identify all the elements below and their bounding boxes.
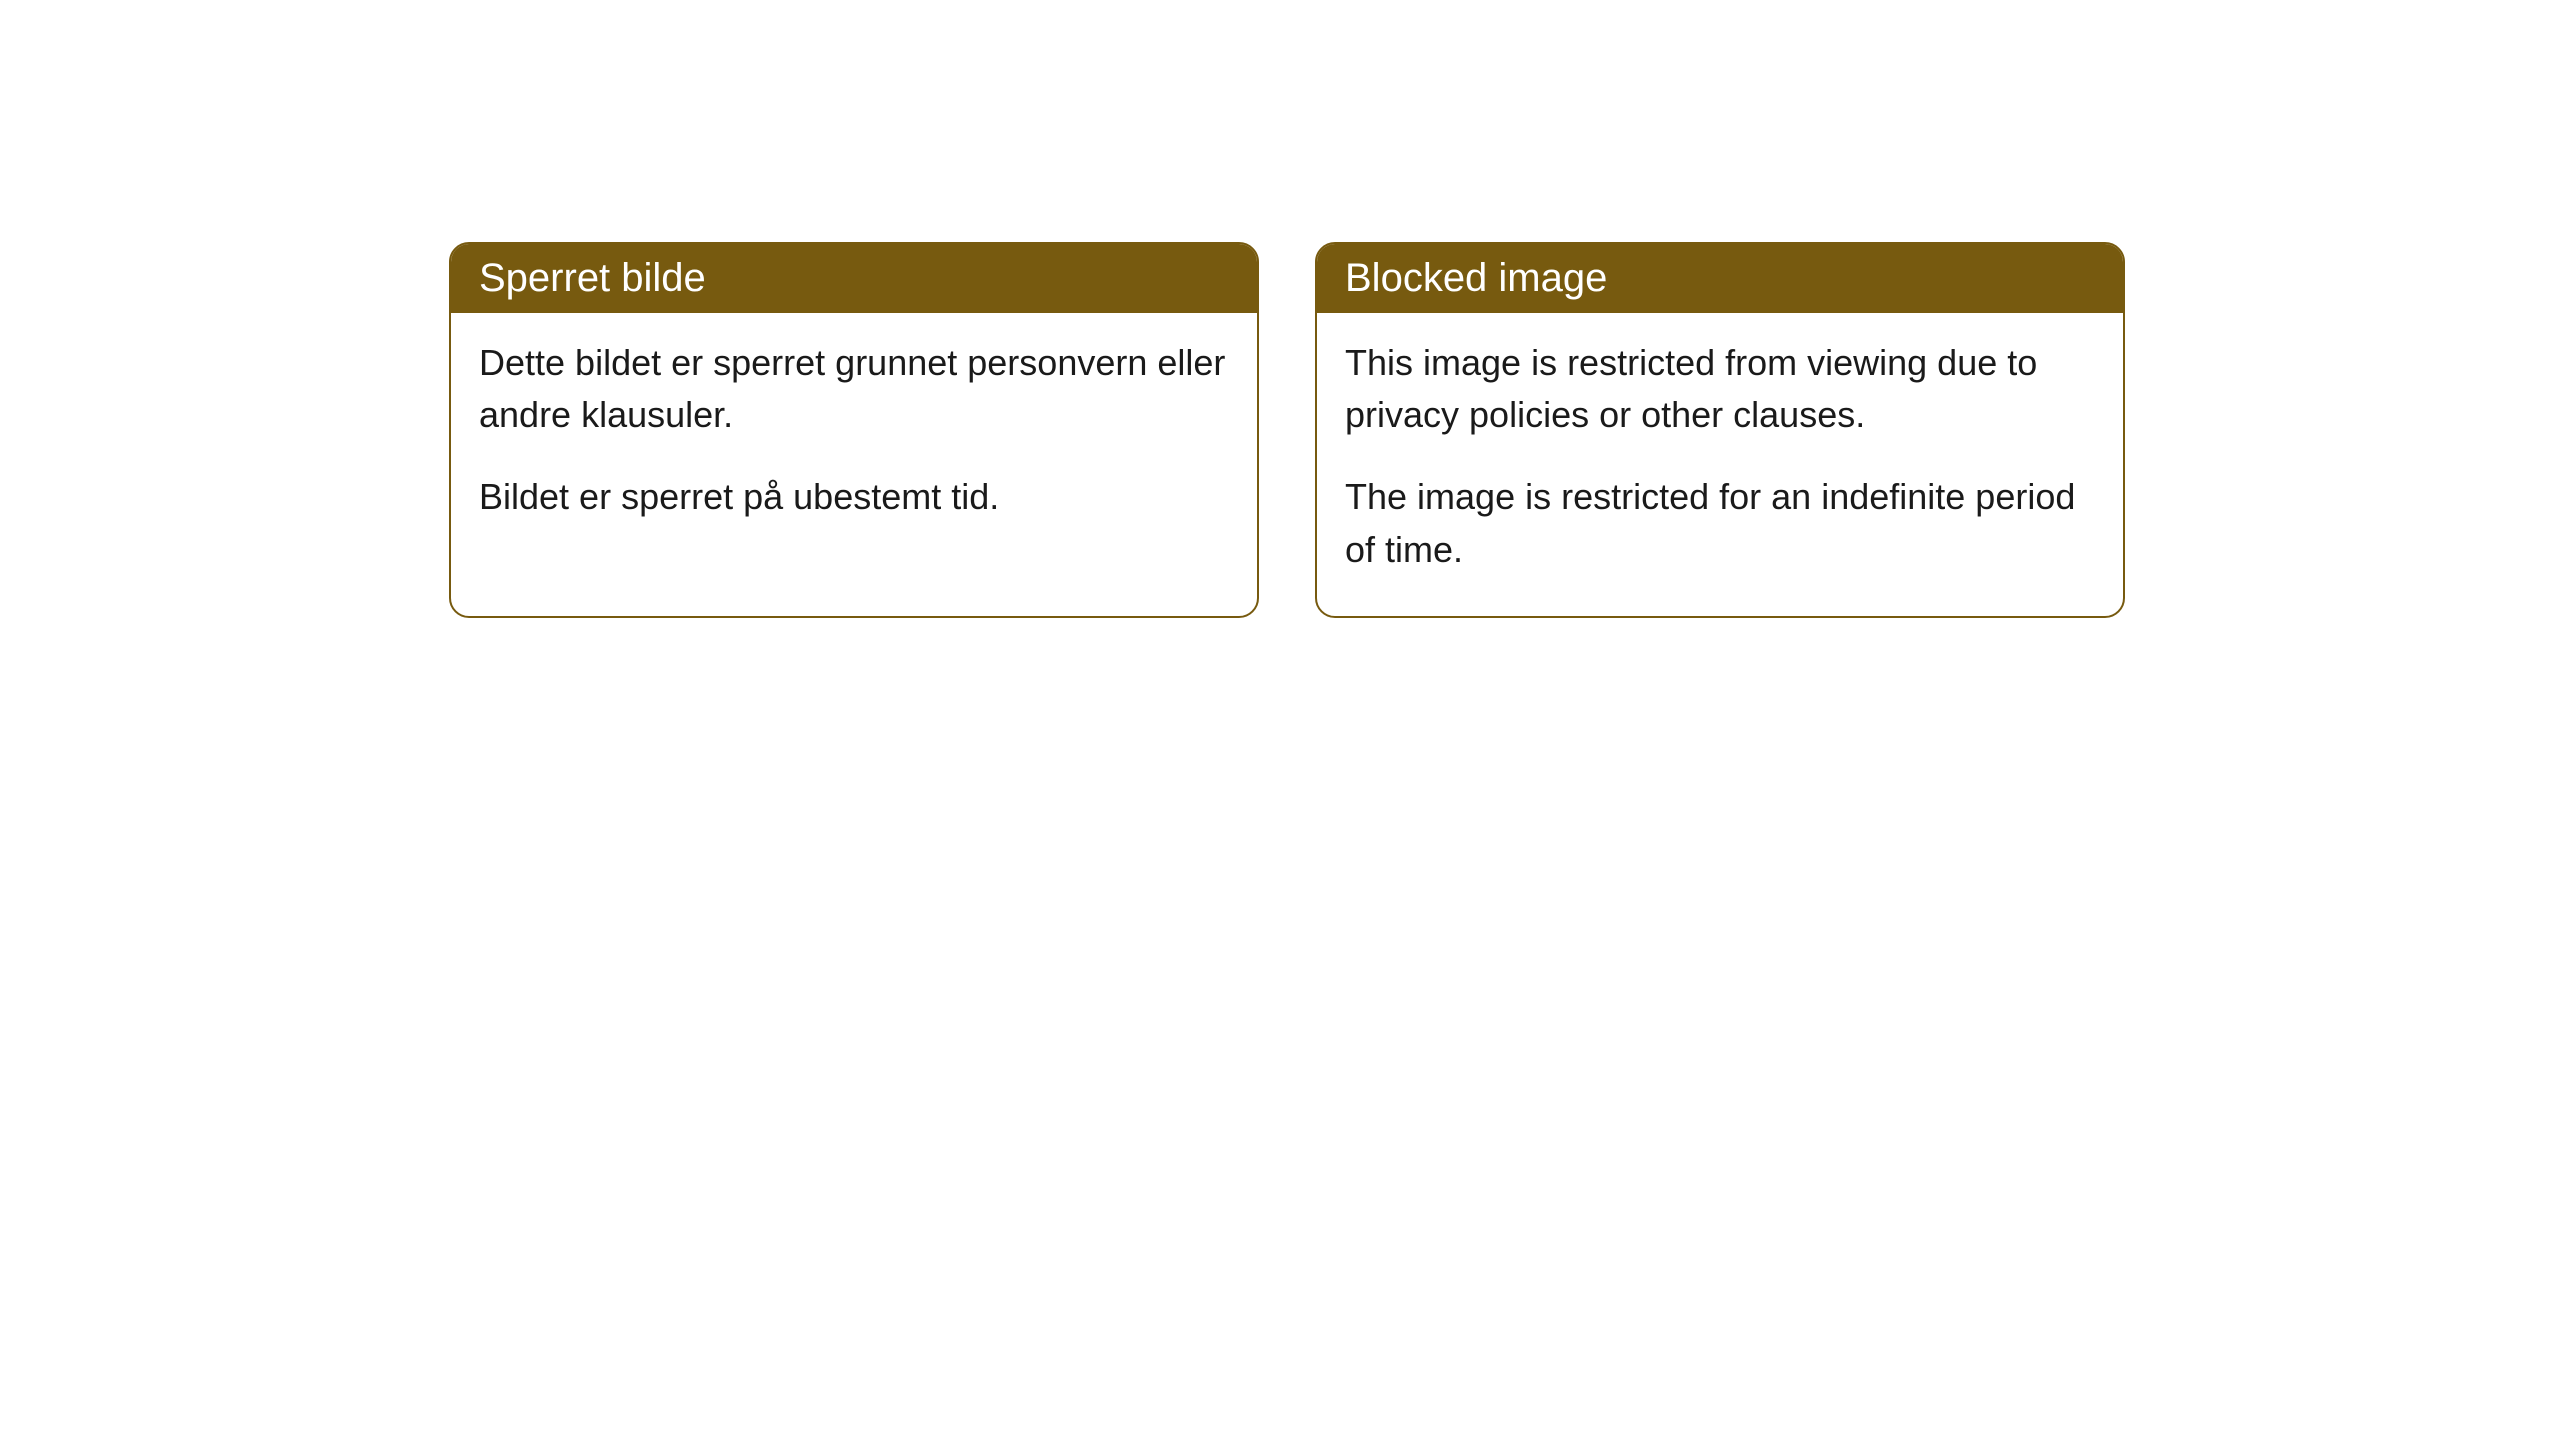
blocked-image-card-english: Blocked image This image is restricted f… bbox=[1315, 242, 2125, 618]
card-body: This image is restricted from viewing du… bbox=[1317, 313, 2123, 616]
card-paragraph: Dette bildet er sperret grunnet personve… bbox=[479, 337, 1229, 441]
card-body: Dette bildet er sperret grunnet personve… bbox=[451, 313, 1257, 564]
blocked-image-card-norwegian: Sperret bilde Dette bildet er sperret gr… bbox=[449, 242, 1259, 618]
card-title: Blocked image bbox=[1317, 244, 2123, 313]
card-paragraph: Bildet er sperret på ubestemt tid. bbox=[479, 471, 1229, 523]
cards-container: Sperret bilde Dette bildet er sperret gr… bbox=[449, 242, 2125, 618]
card-paragraph: This image is restricted from viewing du… bbox=[1345, 337, 2095, 441]
card-title: Sperret bilde bbox=[451, 244, 1257, 313]
card-paragraph: The image is restricted for an indefinit… bbox=[1345, 471, 2095, 575]
